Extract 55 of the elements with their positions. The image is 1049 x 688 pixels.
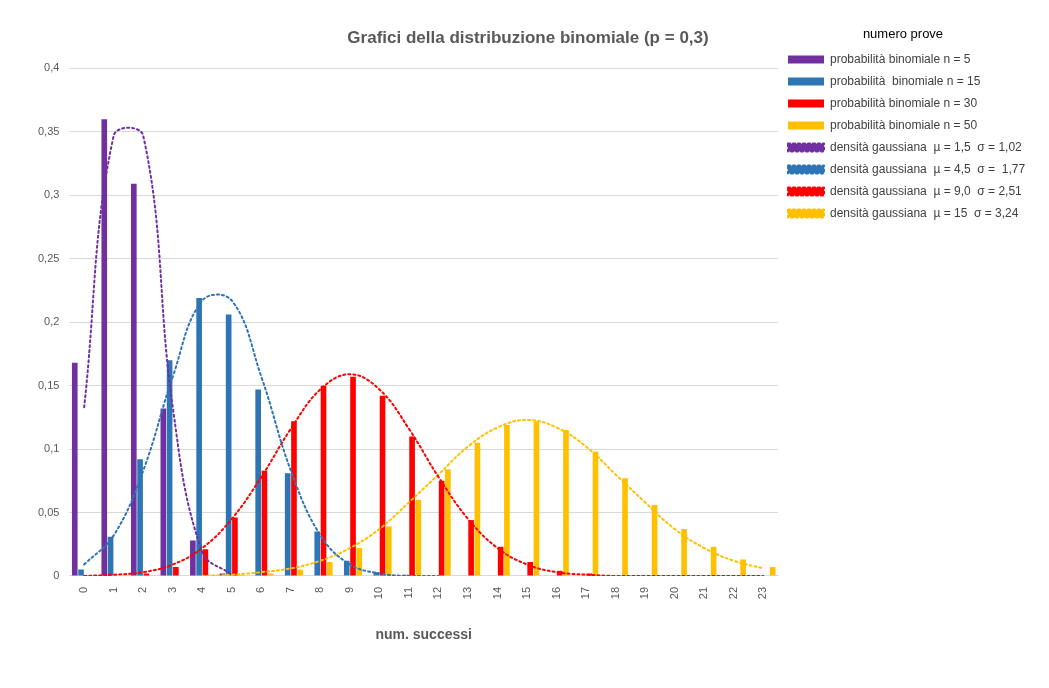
x-tick-label: 16: [549, 586, 562, 600]
legend-label: probabilità binomiale n = 15: [830, 73, 981, 88]
x-tick-label: 22: [726, 586, 739, 600]
x-tick-label: 14: [490, 586, 503, 600]
x-tick-label: 19: [638, 586, 651, 600]
x-tick-label: 5: [224, 586, 237, 594]
x-tick-label: 13: [461, 586, 474, 600]
bar: [255, 389, 262, 576]
x-tick-label: 8: [313, 586, 326, 594]
x-tick-label: 12: [431, 586, 444, 600]
x-axis-title: num. successi: [375, 626, 472, 643]
x-tick-label: 4: [195, 586, 208, 594]
line-series: [83, 373, 765, 576]
y-tick-label: 0,2: [44, 315, 60, 328]
x-tick-label: 15: [520, 586, 533, 600]
y-tick-label: 0,1: [44, 442, 60, 455]
bar: [356, 548, 363, 576]
x-tick-label: 18: [608, 586, 621, 600]
bar: [326, 562, 333, 576]
legend-title: numero prove: [862, 26, 944, 42]
y-tick-label: 0,3: [44, 188, 60, 201]
x-tick-label: 6: [254, 586, 267, 594]
x-tick-label: 7: [283, 586, 296, 594]
x-tick-label: 20: [667, 586, 680, 600]
x-tick-label: 17: [579, 586, 592, 600]
y-tick-label: 0: [53, 569, 60, 581]
chart-title: Grafici della distribuzione binomiale (p = 0,3): [347, 27, 709, 47]
x-tick-label: 2: [136, 586, 149, 594]
x-tick-label: 10: [372, 586, 385, 600]
x-tick-label: 1: [106, 586, 119, 594]
legend-label: densità gaussiana µ = 15 σ = 3,24: [830, 205, 1019, 220]
bar: [78, 569, 84, 576]
legend-label: densità gaussiana µ = 1,5 σ = 1,02: [830, 139, 1023, 154]
y-tick-label: 0,4: [44, 61, 60, 74]
x-tick-label: 9: [342, 586, 355, 594]
y-tick-label: 0,25: [37, 251, 60, 264]
legend-label: probabilità binomiale n = 5: [830, 51, 971, 66]
x-tick-label: 11: [401, 586, 414, 599]
legend-label: probabilità binomiale n = 30: [830, 95, 978, 110]
legend-label: probabilità binomiale n = 50: [830, 117, 978, 132]
x-tick-label: 21: [697, 586, 710, 600]
bar: [130, 183, 137, 576]
x-tick-label: 3: [165, 586, 178, 594]
legend-label: densità gaussiana µ = 9,0 σ = 2,51: [830, 183, 1023, 198]
x-tick-label: 23: [756, 586, 769, 600]
bar: [71, 362, 78, 576]
bar: [297, 569, 304, 576]
y-tick-label: 0,35: [37, 124, 60, 137]
bar: [173, 567, 179, 576]
x-tick-label: 0: [77, 586, 90, 594]
legend-label: densità gaussiana µ = 4,5 σ = 1,77: [830, 161, 1026, 176]
bar: [190, 540, 196, 576]
line-series: [201, 418, 765, 576]
y-tick-label: 0,15: [37, 378, 60, 391]
y-tick-label: 0,05: [37, 505, 60, 518]
